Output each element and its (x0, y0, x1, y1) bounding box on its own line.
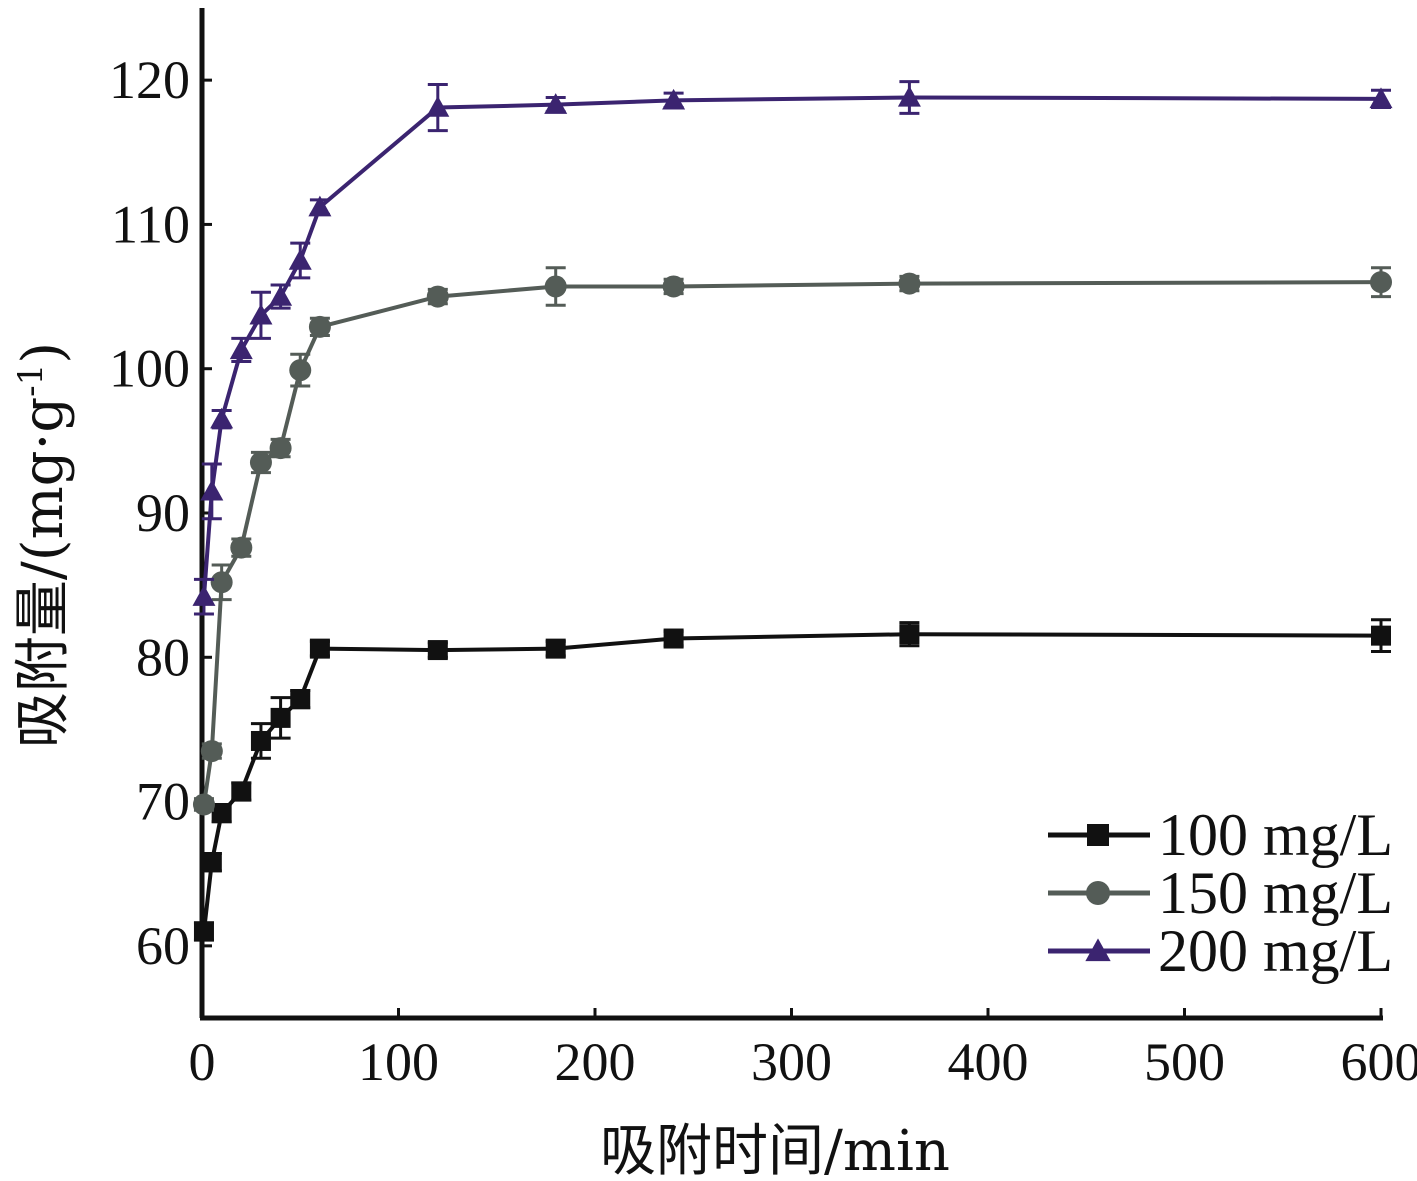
y-axis-title-superscript: -1 (11, 364, 51, 397)
y-tick-label: 90 (136, 483, 190, 543)
legend-marker (1085, 938, 1111, 962)
data-point (231, 781, 252, 802)
data-point (269, 437, 292, 460)
data-point (545, 638, 566, 659)
data-point (662, 275, 685, 298)
data-point (898, 272, 921, 295)
x-tick-label: 200 (555, 1032, 636, 1092)
legend-label: 100 mg/L (1158, 802, 1393, 868)
data-point (308, 315, 331, 338)
data-point (1371, 625, 1391, 646)
data-point (290, 689, 311, 710)
data-point (210, 407, 234, 429)
data-point (1369, 87, 1393, 109)
y-axis-title: 吸附量/(mg·g-1) (11, 342, 76, 748)
data-point (899, 624, 920, 645)
data-point (192, 793, 215, 816)
y-axis-title-main: 吸附量/(mg·g (11, 397, 76, 748)
y-tick-label: 60 (136, 916, 190, 976)
y-axis-title-close: ) (11, 342, 76, 364)
series-1 (193, 618, 1391, 942)
series-line (201, 280, 1382, 805)
y-tick-label: 110 (111, 194, 190, 254)
x-tick-label: 400 (948, 1032, 1029, 1092)
data-point (544, 93, 568, 114)
legend-label: 150 mg/L (1158, 860, 1393, 926)
series-2 (192, 266, 1392, 816)
data-point (201, 852, 222, 873)
data-point (230, 536, 253, 559)
y-tick-label: 100 (109, 339, 190, 399)
x-tick-label: 500 (1144, 1032, 1225, 1092)
data-point (663, 628, 684, 649)
x-tick-label: 600 (1341, 1032, 1417, 1092)
series-line (201, 95, 1382, 597)
y-tick-label: 120 (109, 50, 190, 110)
legend-label: 200 mg/L (1158, 918, 1393, 984)
data-point (210, 571, 233, 594)
data-point (229, 338, 253, 360)
data-point (426, 96, 450, 117)
y-tick-label: 80 (136, 627, 190, 687)
data-point (249, 303, 273, 325)
data-point (193, 921, 214, 942)
x-tick-label: 100 (358, 1032, 439, 1092)
data-point (289, 359, 312, 382)
data-point (249, 451, 272, 474)
data-point (309, 638, 330, 659)
data-point (897, 85, 921, 107)
ticks: 0 100 200 300 400 500 600 60 70 80 90 100 110 120 (109, 50, 1417, 1092)
data-point (192, 585, 216, 606)
data-point (211, 803, 232, 824)
data-point (270, 707, 291, 728)
series-layer (192, 80, 1393, 942)
data-point (1370, 271, 1392, 294)
legend-marker (1087, 824, 1109, 846)
data-point (269, 285, 293, 306)
series-3 (192, 80, 1393, 616)
x-tick-label: 0 (189, 1032, 216, 1092)
data-point (200, 479, 224, 501)
x-axis-title: 吸附时间/min (600, 1119, 950, 1181)
data-point (426, 285, 449, 308)
data-point (250, 730, 271, 751)
legend-marker (1086, 881, 1110, 905)
x-tick-label: 300 (751, 1032, 832, 1092)
data-point (308, 195, 332, 217)
data-point (544, 275, 567, 298)
data-point (662, 88, 686, 110)
data-point (200, 740, 223, 763)
data-point (288, 249, 312, 270)
y-tick-label: 70 (136, 772, 190, 832)
data-point (427, 640, 448, 661)
